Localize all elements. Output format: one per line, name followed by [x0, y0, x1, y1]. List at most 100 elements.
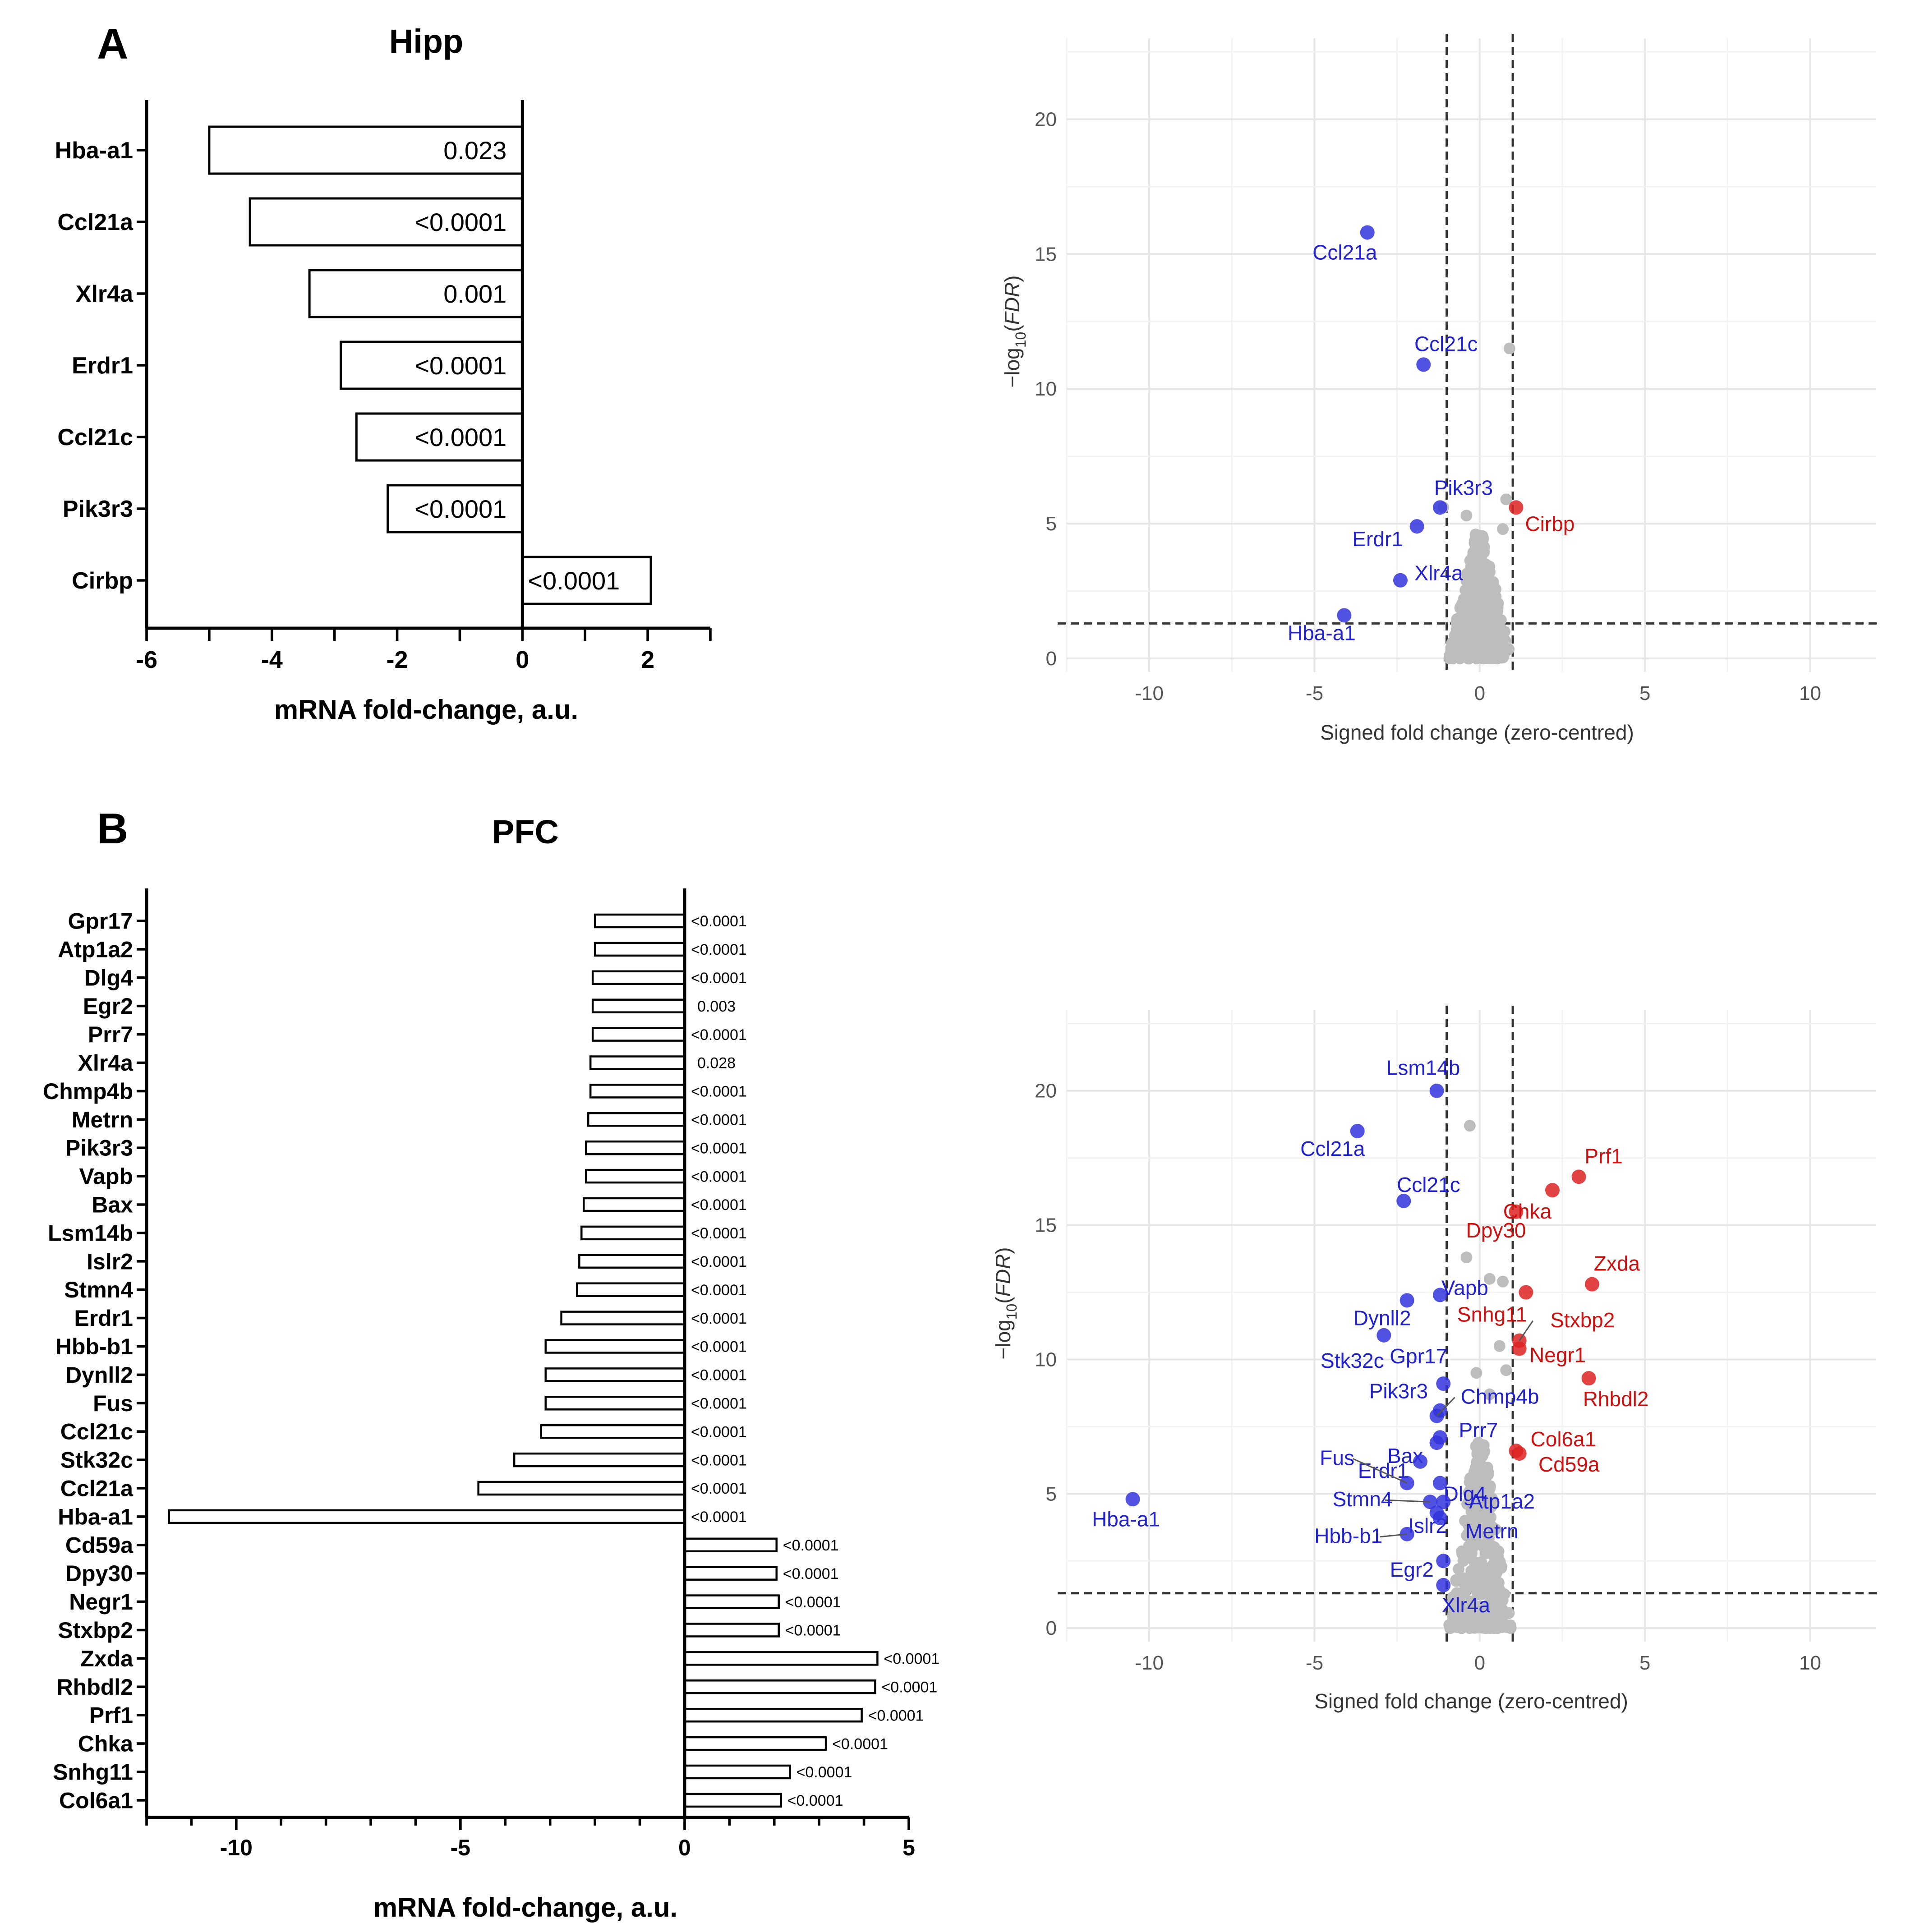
- category-label: Pik3r3: [65, 1136, 133, 1161]
- point-Zxda: [1584, 1277, 1599, 1292]
- bar-Islr2: [578, 1254, 686, 1269]
- y-tick-label: 20: [1035, 1080, 1057, 1102]
- bar-Rhbdl2: [683, 1679, 876, 1694]
- point-label-Ccl21c: Ccl21c: [1397, 1173, 1460, 1196]
- ns-point: [1487, 580, 1500, 592]
- y-label-open: (: [1000, 325, 1024, 332]
- point-label-Erdr1: Erdr1: [1352, 527, 1403, 551]
- category-label: Erdr1: [74, 1306, 133, 1331]
- point-label-Metrn: Metrn: [1465, 1519, 1519, 1543]
- value-label-Pik3r3: <0.0001: [691, 1140, 747, 1157]
- y-tick-label: 0: [1046, 1617, 1057, 1639]
- point-label-Pik3r3: Pik3r3: [1434, 476, 1493, 499]
- bar-Dpy30: [683, 1566, 778, 1581]
- category-label: Hba-a1: [58, 1504, 133, 1529]
- point-label-Col6a1: Col6a1: [1531, 1427, 1597, 1451]
- axes: Hba-a1 Ccl21a Xlr4a Erdr1 Ccl21c Pik3r3 Cirbp -…: [55, 100, 712, 673]
- category-label: Metrn: [72, 1107, 133, 1132]
- x-tick-label: 5: [1639, 682, 1650, 704]
- point-Hba-a1: [1337, 608, 1352, 623]
- nonsignificant-points: [1437, 342, 1515, 665]
- x-tick-label: -2: [387, 646, 408, 673]
- panel-b-volcano-plot: Lsm14b Ccl21a Ccl21c Vapb Dynll2 Stk32c Gpr17 P…: [991, 1006, 1881, 1713]
- ns-point: [1462, 1527, 1474, 1539]
- point-Stk32c: [1377, 1328, 1391, 1343]
- x-tick-label: 0: [1474, 682, 1485, 704]
- x-axis-label: Signed fold change (zero-centred): [1314, 1689, 1628, 1713]
- ns-point: [1451, 1619, 1463, 1631]
- value-label-Xlr4a: 0.001: [443, 280, 506, 308]
- ns-point: [1470, 1367, 1482, 1379]
- ns-point: [1483, 1273, 1496, 1285]
- ns-point: [1503, 342, 1515, 354]
- ns-point: [1465, 1565, 1478, 1577]
- bar-Hbb-b1: [544, 1339, 686, 1354]
- category-label: Col6a1: [59, 1788, 133, 1813]
- bar-Pik3r3: [585, 1140, 686, 1155]
- value-label-Chka: <0.0001: [832, 1735, 888, 1753]
- category-label: Lsm14b: [48, 1220, 133, 1246]
- bar-Zxda: [683, 1651, 879, 1666]
- category-label: Erdr1: [72, 353, 133, 379]
- value-label-Gpr17: <0.0001: [691, 913, 747, 930]
- x-tick-label: 0: [678, 1835, 691, 1860]
- x-tick-label: -10: [1135, 1652, 1164, 1674]
- y-tick-label: 20: [1035, 108, 1057, 130]
- bar-Stxbp2: [683, 1623, 780, 1638]
- value-label-Dpy30: <0.0001: [783, 1565, 839, 1582]
- ns-point: [1459, 1584, 1472, 1596]
- point-label-Hba-a1: Hba-a1: [1288, 621, 1356, 644]
- panel-letter-a: A: [97, 20, 128, 68]
- value-label-Hbb-b1: <0.0001: [691, 1339, 747, 1356]
- ns-point: [1448, 642, 1460, 654]
- value-label-Stk32c: <0.0001: [691, 1452, 747, 1469]
- ns-point: [1464, 1622, 1476, 1634]
- ns-point: [1448, 1602, 1460, 1615]
- y-label-close: ): [991, 1247, 1015, 1254]
- category-label: Stmn4: [64, 1277, 133, 1302]
- label-leader-Stxbp2: [1519, 1320, 1533, 1341]
- point-Cd59a: [1512, 1446, 1527, 1461]
- point-label-Xlr4a: Xlr4a: [1442, 1593, 1491, 1617]
- ns-point: [1447, 1591, 1459, 1603]
- point-label-Xlr4a: Xlr4a: [1414, 561, 1463, 585]
- label-leader-Fus: [1353, 1458, 1408, 1484]
- bar-Egr2: [591, 998, 686, 1013]
- value-label-Ccl21c: <0.0001: [691, 1423, 747, 1440]
- ns-point: [1478, 652, 1490, 664]
- x-tick-label: 0: [516, 646, 529, 673]
- point-Prr7: [1432, 1430, 1447, 1445]
- ns-point: [1455, 626, 1468, 639]
- bar-Stmn4: [576, 1282, 686, 1297]
- ns-point: [1464, 1120, 1476, 1132]
- ns-point: [1474, 1565, 1486, 1577]
- x-tick-label: 5: [1639, 1652, 1650, 1674]
- y-tick-label: 10: [1035, 378, 1057, 400]
- value-label-Ccl21c: <0.0001: [414, 423, 506, 451]
- label-leader-Hbb-b1: [1380, 1533, 1407, 1538]
- bar-Negr1: [683, 1594, 780, 1609]
- y-label-open: (: [991, 1297, 1015, 1304]
- category-label: Pik3r3: [63, 496, 133, 522]
- ns-point: [1470, 1440, 1482, 1453]
- value-label-Erdr1: <0.0001: [414, 351, 506, 380]
- ns-point: [1466, 1547, 1478, 1559]
- value-label-Stxbp2: <0.0001: [785, 1622, 841, 1639]
- category-label: Zxda: [80, 1646, 134, 1671]
- ns-point: [1475, 1556, 1487, 1569]
- y-label-log: −log: [1000, 348, 1024, 387]
- point-label-Chmp4b: Chmp4b: [1461, 1385, 1539, 1408]
- point-Dynll2: [1400, 1293, 1414, 1308]
- category-label: Stk32c: [60, 1448, 133, 1473]
- value-label-Atp1a2: <0.0001: [691, 941, 747, 958]
- point-label-Hba-a1: Hba-a1: [1092, 1507, 1160, 1531]
- category-label: Ccl21c: [57, 424, 133, 451]
- point-label-Lsm14b: Lsm14b: [1386, 1056, 1460, 1080]
- ns-point: [1465, 1611, 1478, 1624]
- category-label: Chka: [78, 1731, 134, 1757]
- value-label-Metrn: <0.0001: [691, 1112, 747, 1129]
- nonsignificant-points: [1443, 1120, 1517, 1634]
- ns-point: [1456, 1546, 1468, 1558]
- ns-point: [1456, 1595, 1469, 1607]
